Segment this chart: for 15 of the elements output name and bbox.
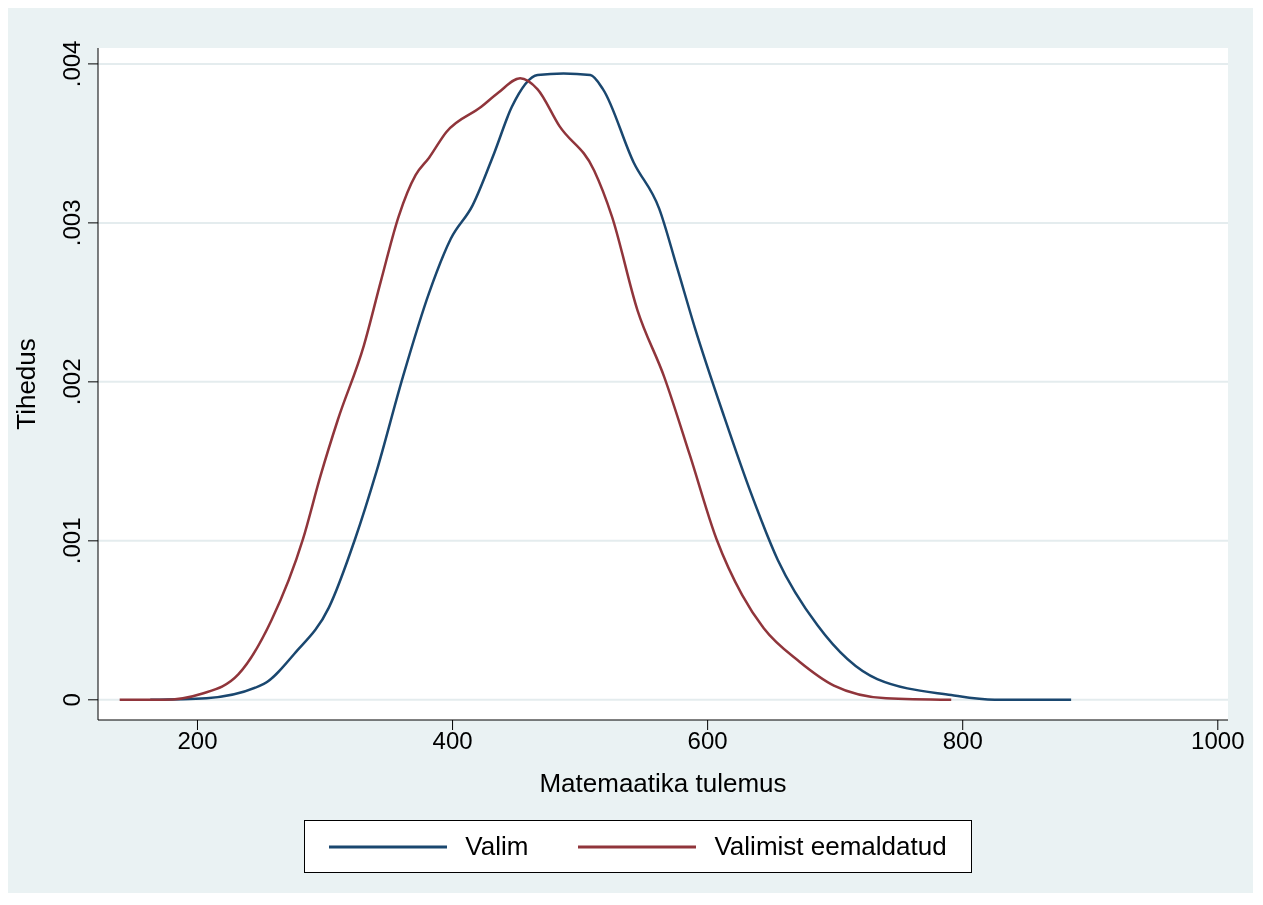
y-tick-label: 0 — [58, 693, 85, 707]
y-tick-label: .003 — [58, 199, 85, 247]
x-axis-title: Matemaatika tulemus — [539, 768, 787, 798]
x-tick-label: 200 — [177, 727, 218, 755]
x-tick-label: 1000 — [1191, 727, 1245, 755]
y-tick-label: .002 — [58, 358, 85, 406]
x-tick-label: 400 — [432, 727, 473, 755]
y-tick-label: .004 — [58, 40, 85, 88]
y-tick-label: .001 — [58, 517, 85, 565]
line-series — [118, 76, 953, 702]
x-tick-label: 600 — [687, 727, 728, 755]
legend-label: Valim — [465, 831, 529, 862]
legend-label: Valimist eemaldatud — [714, 831, 947, 862]
y-axis-title: Tihedus — [11, 338, 42, 430]
x-tick-label: 800 — [942, 727, 983, 755]
